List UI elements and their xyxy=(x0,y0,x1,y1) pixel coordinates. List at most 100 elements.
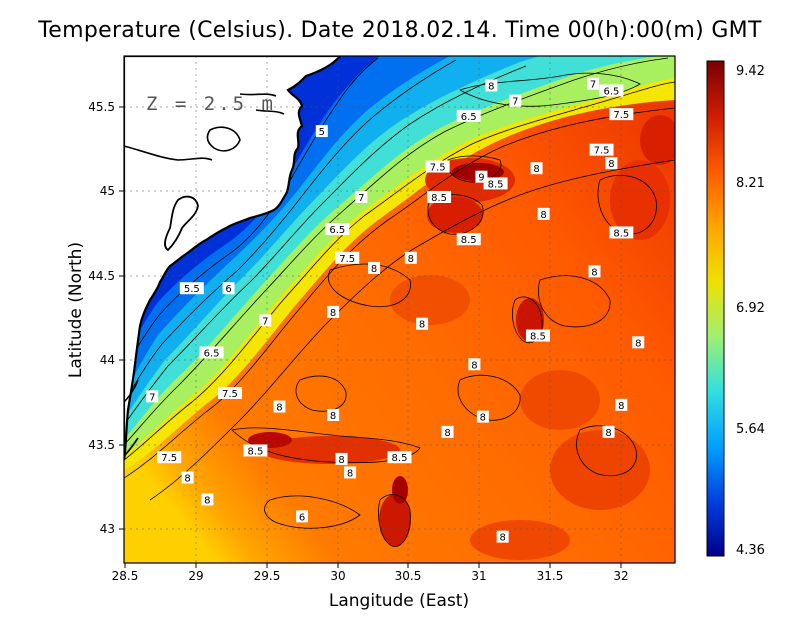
chart-title: Temperature (Celsius). Date 2018.02.14. … xyxy=(38,18,762,43)
contour-label-text: 8 xyxy=(480,413,486,424)
contour-label-bg xyxy=(456,109,481,122)
contour-label: 7.5 xyxy=(589,143,614,157)
contour-label-text: 6.5 xyxy=(204,348,220,359)
contour-label: 8 xyxy=(605,157,618,170)
contour-label: 8 xyxy=(530,162,543,175)
contour-label-bg xyxy=(327,305,340,318)
x-tick-label: 29 xyxy=(188,569,203,583)
contour-label-text: 8 xyxy=(419,320,425,331)
colorbar: 9.42 8.21 6.92 5.64 4.36 xyxy=(706,60,765,558)
contour-label-text: 8.5 xyxy=(392,453,408,464)
contour-label-text: 8 xyxy=(540,210,546,221)
x-tick-label: 30 xyxy=(330,569,345,583)
y-tick-label: 45 xyxy=(100,184,115,198)
contour-label-bg xyxy=(335,251,360,264)
contour-label-bg xyxy=(496,530,509,543)
contour-label-text: 8 xyxy=(330,308,336,319)
contour-label-bg xyxy=(427,190,452,203)
contour-label-bg xyxy=(441,425,454,438)
estuary-lines xyxy=(239,93,285,115)
contour-label: 8 xyxy=(404,251,417,265)
contour-line xyxy=(124,65,527,426)
contour-label-bg xyxy=(587,77,600,90)
contour-label-text: 8 xyxy=(591,267,597,278)
x-tick-label: 31.5 xyxy=(537,569,564,583)
contour-label: 8.5 xyxy=(525,329,550,343)
colorbar-label: 5.64 xyxy=(736,422,765,437)
x-tick-label: 28.5 xyxy=(112,569,139,583)
warm-patch xyxy=(470,520,570,560)
x-tick-labels: 28.5 29 29.5 30 30.5 31 31.5 32 xyxy=(112,569,629,583)
contour-line xyxy=(264,495,361,529)
contour-line xyxy=(427,194,484,235)
contour-label: 8 xyxy=(588,265,601,278)
contour-label-text: 7.5 xyxy=(222,389,238,400)
contour-label-bg xyxy=(425,160,450,173)
contour-label-text: 8 xyxy=(499,533,505,544)
contour-label-text: 8 xyxy=(408,254,414,265)
contour-label-text: 5 xyxy=(319,127,325,138)
contour-label-text: 8 xyxy=(608,159,614,170)
contour-line xyxy=(124,81,675,461)
warm-patch xyxy=(427,197,483,233)
contour-line xyxy=(124,57,669,446)
contour-label-text: 8 xyxy=(371,264,377,275)
contour-label: 5.5 xyxy=(179,282,204,295)
contour-label: 8 xyxy=(602,425,615,439)
contour-label-bg xyxy=(404,251,417,264)
contour-label-text: 8.5 xyxy=(247,446,263,457)
contour-label-bg xyxy=(456,233,481,246)
contour-label-bg xyxy=(609,108,634,121)
warm-patch xyxy=(520,370,600,430)
contour-label-bg xyxy=(259,314,272,327)
contour-line xyxy=(457,374,521,421)
land-mass xyxy=(124,56,342,461)
contour-label: 7 xyxy=(259,314,272,327)
contour-label-text: 7.5 xyxy=(430,163,446,174)
warm-patch xyxy=(390,275,470,325)
warm-patches xyxy=(248,115,675,560)
y-axis-title: Latitude (North) xyxy=(66,242,86,378)
contour-label: 8 xyxy=(201,493,214,506)
warm-patch xyxy=(392,476,408,504)
contour-label: 7 xyxy=(355,190,368,204)
contour-line xyxy=(459,72,641,107)
contour-label-bg xyxy=(485,79,498,92)
contour-label: 8.5 xyxy=(456,233,481,246)
contour-label: 8 xyxy=(485,79,498,92)
contour-label-bg xyxy=(602,425,615,438)
colorbar-label: 6.92 xyxy=(736,301,765,316)
contour-label: 7 xyxy=(587,77,600,91)
contour-line xyxy=(124,59,457,403)
contour-label-bg xyxy=(243,444,268,457)
contour-label: 8.5 xyxy=(609,226,634,239)
contour-label-text: 8 xyxy=(618,401,624,412)
contour-label: 8 xyxy=(496,530,509,544)
contour-label: 8 xyxy=(368,261,381,275)
contour-label: 7.5 xyxy=(157,451,182,464)
contour-label-bg xyxy=(468,358,481,371)
contour-label: 7.5 xyxy=(609,108,634,121)
x-axis-title: Langitude (East) xyxy=(329,591,469,611)
contour-label: 8 xyxy=(537,207,550,221)
contour-label: 6 xyxy=(222,282,235,295)
contour-label-text: 7 xyxy=(512,97,518,108)
contour-label-text: 8 xyxy=(204,495,210,506)
contour-label-bg xyxy=(416,317,429,330)
contour-label-text: 6 xyxy=(299,512,305,523)
warm-patch xyxy=(379,494,411,546)
contour-label-text: 5.5 xyxy=(184,284,200,295)
contour-label-text: 8 xyxy=(347,468,353,479)
contour-label-bg xyxy=(325,223,350,236)
contour-line xyxy=(447,155,502,183)
contour-label-bg xyxy=(222,282,235,295)
contour-label-text: 7 xyxy=(262,316,268,327)
danube-delta-lake xyxy=(164,195,199,252)
contour-label-bg xyxy=(146,390,159,403)
contour-label: 8 xyxy=(441,425,454,439)
contour-label-text: 8.5 xyxy=(613,228,629,239)
contour-label-bg xyxy=(355,190,368,203)
colorbar-label-min: 4.36 xyxy=(736,543,765,558)
contour-label: 7 xyxy=(509,94,522,108)
contour-label: 8 xyxy=(327,408,340,422)
